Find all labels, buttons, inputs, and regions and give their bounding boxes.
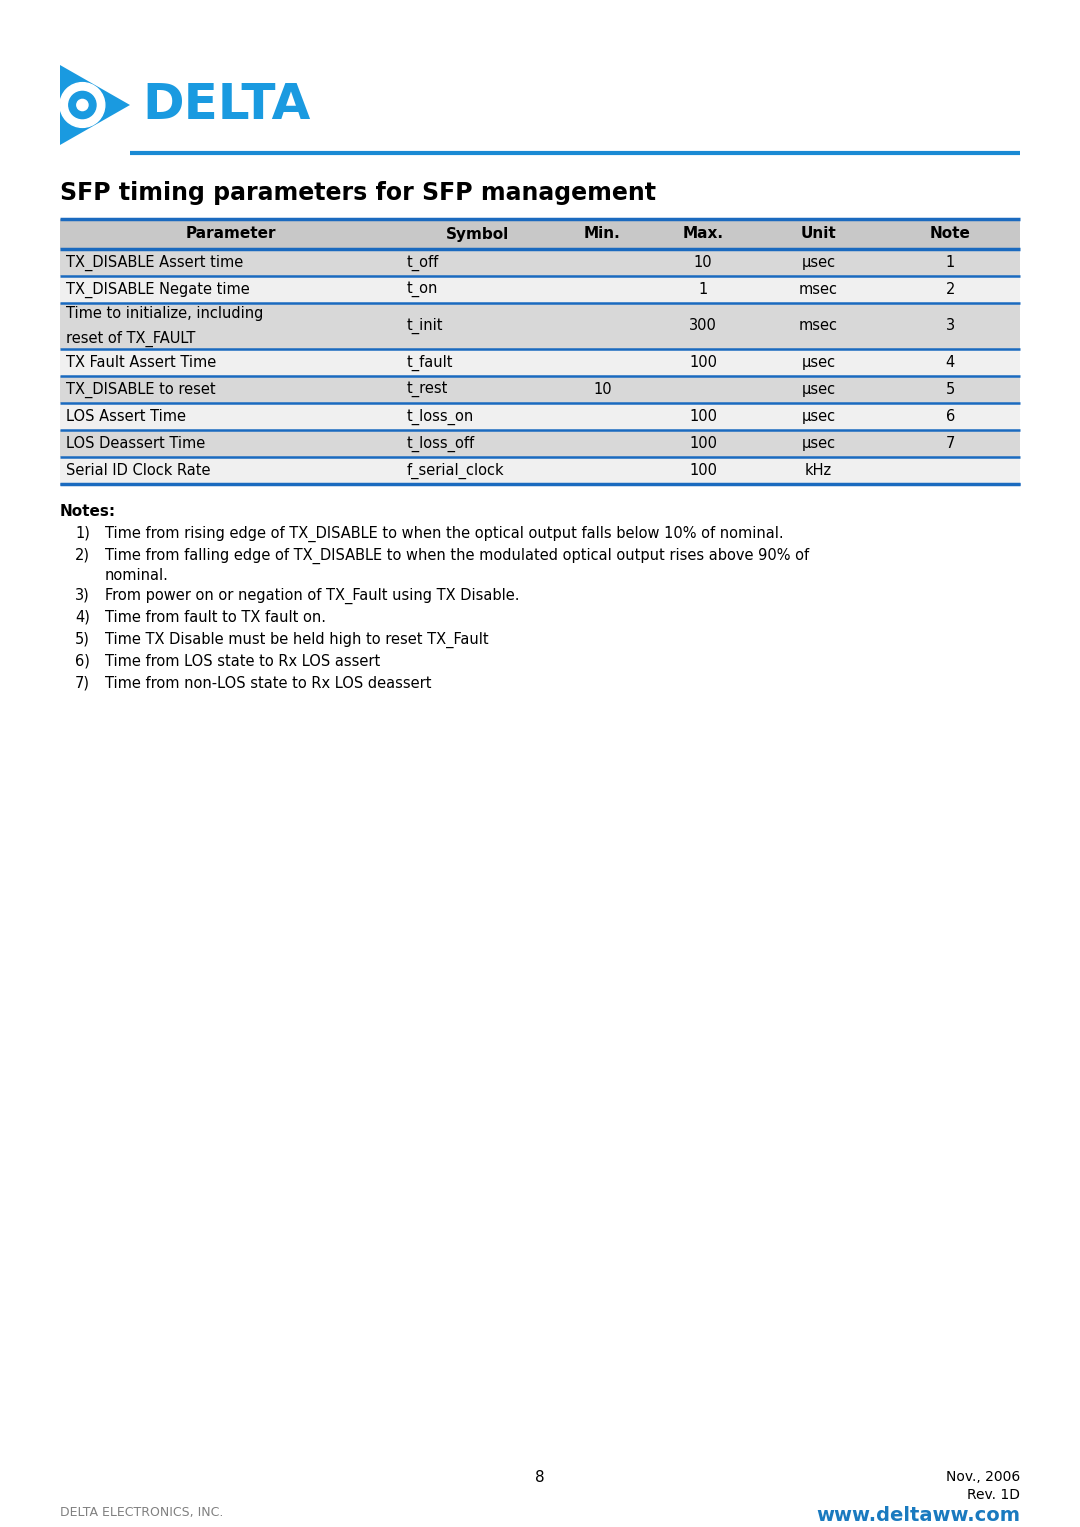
Text: 5): 5) xyxy=(75,632,90,647)
Text: msec: msec xyxy=(799,319,838,333)
Bar xyxy=(60,276,1020,302)
Bar xyxy=(60,249,1020,276)
Text: μsec: μsec xyxy=(801,437,836,450)
Text: 100: 100 xyxy=(689,463,717,478)
Text: Note: Note xyxy=(930,226,971,241)
Text: t_fault: t_fault xyxy=(407,354,454,371)
Text: Rev. 1D: Rev. 1D xyxy=(967,1487,1020,1503)
Text: t_loss_off: t_loss_off xyxy=(407,435,475,452)
Text: t_init: t_init xyxy=(407,318,443,334)
Text: From power on or negation of TX_Fault using TX Disable.: From power on or negation of TX_Fault us… xyxy=(105,588,519,605)
Text: t_loss_on: t_loss_on xyxy=(407,408,474,425)
Text: 4: 4 xyxy=(946,354,955,370)
Text: msec: msec xyxy=(799,282,838,296)
Text: t_off: t_off xyxy=(407,255,440,270)
Text: reset of TX_FAULT: reset of TX_FAULT xyxy=(66,330,195,347)
Text: Time from falling edge of TX_DISABLE to when the modulated optical output rises : Time from falling edge of TX_DISABLE to … xyxy=(105,548,809,563)
Polygon shape xyxy=(60,66,130,145)
Text: 100: 100 xyxy=(689,409,717,425)
Bar xyxy=(60,457,1020,484)
Text: www.deltaww.com: www.deltaww.com xyxy=(816,1506,1020,1525)
Text: Parameter: Parameter xyxy=(185,226,275,241)
Text: TX_DISABLE Negate time: TX_DISABLE Negate time xyxy=(66,281,249,298)
Text: TX Fault Assert Time: TX Fault Assert Time xyxy=(66,354,216,370)
Text: Max.: Max. xyxy=(683,226,724,241)
Text: nominal.: nominal. xyxy=(105,568,168,583)
Text: 5: 5 xyxy=(946,382,955,397)
Text: 1: 1 xyxy=(946,255,955,270)
Circle shape xyxy=(60,82,105,127)
Text: kHz: kHz xyxy=(805,463,832,478)
Text: 10: 10 xyxy=(593,382,611,397)
Bar xyxy=(60,403,1020,431)
Text: Notes:: Notes: xyxy=(60,504,117,519)
Text: 100: 100 xyxy=(689,437,717,450)
Text: 7): 7) xyxy=(75,676,90,692)
Text: Time to initialize, including: Time to initialize, including xyxy=(66,305,264,321)
Text: SFP timing parameters for SFP management: SFP timing parameters for SFP management xyxy=(60,182,656,205)
Text: 2: 2 xyxy=(946,282,955,296)
Text: t_rest: t_rest xyxy=(407,382,448,397)
Text: 7: 7 xyxy=(946,437,955,450)
Text: 4): 4) xyxy=(75,609,90,625)
Text: Serial ID Clock Rate: Serial ID Clock Rate xyxy=(66,463,211,478)
Text: LOS Assert Time: LOS Assert Time xyxy=(66,409,186,425)
Text: Symbol: Symbol xyxy=(446,226,510,241)
Bar xyxy=(60,218,1020,249)
Circle shape xyxy=(77,99,87,110)
Text: Nov., 2006: Nov., 2006 xyxy=(946,1471,1020,1484)
Text: Unit: Unit xyxy=(800,226,836,241)
Text: 3: 3 xyxy=(946,319,955,333)
Text: 100: 100 xyxy=(689,354,717,370)
Text: t_on: t_on xyxy=(407,281,438,298)
Text: Time from rising edge of TX_DISABLE to when the optical output falls below 10% o: Time from rising edge of TX_DISABLE to w… xyxy=(105,525,784,542)
Text: μsec: μsec xyxy=(801,409,836,425)
Text: DELTA ELECTRONICS, INC.: DELTA ELECTRONICS, INC. xyxy=(60,1506,224,1519)
Text: f_serial_clock: f_serial_clock xyxy=(407,463,504,478)
Bar xyxy=(60,431,1020,457)
Text: μsec: μsec xyxy=(801,255,836,270)
Text: 10: 10 xyxy=(693,255,713,270)
Text: 2): 2) xyxy=(75,548,90,563)
Text: μsec: μsec xyxy=(801,354,836,370)
Text: TX_DISABLE Assert time: TX_DISABLE Assert time xyxy=(66,255,243,270)
Text: LOS Deassert Time: LOS Deassert Time xyxy=(66,437,205,450)
Text: 3): 3) xyxy=(75,588,90,603)
Text: 1): 1) xyxy=(75,525,90,541)
Text: Time from non-LOS state to Rx LOS deassert: Time from non-LOS state to Rx LOS deasse… xyxy=(105,676,432,692)
Text: Time from fault to TX fault on.: Time from fault to TX fault on. xyxy=(105,609,326,625)
Text: Time from LOS state to Rx LOS assert: Time from LOS state to Rx LOS assert xyxy=(105,654,380,669)
Text: DELTA: DELTA xyxy=(141,81,310,128)
Text: Time TX Disable must be held high to reset TX_Fault: Time TX Disable must be held high to res… xyxy=(105,632,488,647)
Text: 6): 6) xyxy=(75,654,90,669)
Text: 300: 300 xyxy=(689,319,717,333)
Bar xyxy=(60,376,1020,403)
Circle shape xyxy=(69,92,96,119)
Text: μsec: μsec xyxy=(801,382,836,397)
Text: TX_DISABLE to reset: TX_DISABLE to reset xyxy=(66,382,216,397)
Bar xyxy=(60,350,1020,376)
Text: Min.: Min. xyxy=(584,226,621,241)
Text: 8: 8 xyxy=(536,1471,544,1484)
Text: 6: 6 xyxy=(946,409,955,425)
Text: 1: 1 xyxy=(699,282,707,296)
Bar xyxy=(60,302,1020,350)
